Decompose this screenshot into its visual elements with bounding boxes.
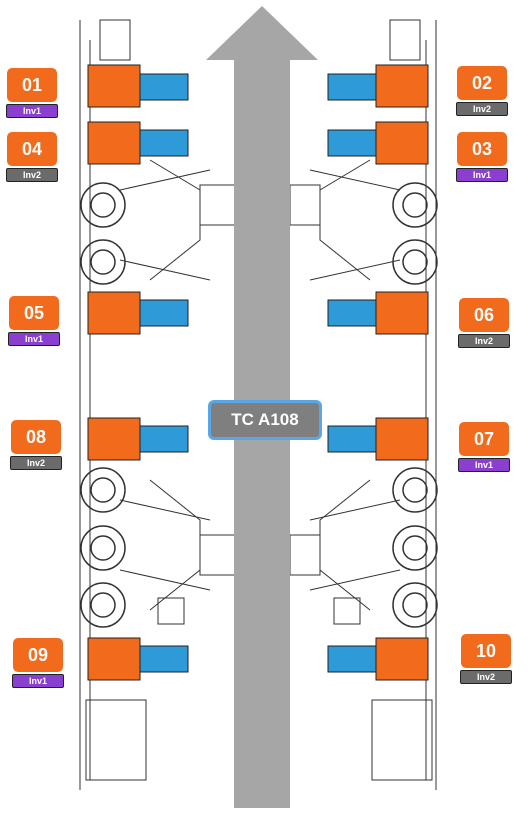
vehicle-id-label: TC A108 — [208, 400, 322, 440]
inverter-badge: Inv2 — [6, 168, 58, 182]
motor-marker-03[interactable]: 03 Inv1 — [454, 132, 510, 182]
marker-number: 06 — [459, 298, 509, 332]
marker-number: 02 — [457, 66, 507, 100]
inverter-badge: Inv1 — [8, 332, 60, 346]
inverter-badge: Inv1 — [456, 168, 508, 182]
inverter-badge: Inv2 — [10, 456, 62, 470]
inverter-badge: Inv1 — [458, 458, 510, 472]
motor-marker-08[interactable]: 08 Inv2 — [8, 420, 64, 470]
motor-marker-10[interactable]: 10 Inv2 — [458, 634, 514, 684]
marker-number: 10 — [461, 634, 511, 668]
motor-marker-02[interactable]: 02 Inv2 — [454, 66, 510, 116]
inverter-badge: Inv2 — [460, 670, 512, 684]
marker-number: 09 — [13, 638, 63, 672]
marker-number: 03 — [457, 132, 507, 166]
motor-marker-06[interactable]: 06 Inv2 — [456, 298, 512, 348]
motor-marker-05[interactable]: 05 Inv1 — [6, 296, 62, 346]
marker-number: 05 — [9, 296, 59, 330]
motor-marker-01[interactable]: 01 Inv1 — [4, 68, 60, 118]
wheel-rings — [80, 182, 438, 628]
motor-marker-07[interactable]: 07 Inv1 — [456, 422, 512, 472]
motor-units — [87, 64, 429, 681]
motor-marker-09[interactable]: 09 Inv1 — [10, 638, 66, 688]
inverter-badge: Inv2 — [456, 102, 508, 116]
inverter-badge: Inv1 — [12, 674, 64, 688]
motor-marker-04[interactable]: 04 Inv2 — [4, 132, 60, 182]
marker-number: 08 — [11, 420, 61, 454]
marker-number: 07 — [459, 422, 509, 456]
marker-number: 04 — [7, 132, 57, 166]
inverter-badge: Inv2 — [458, 334, 510, 348]
inverter-badge: Inv1 — [6, 104, 58, 118]
marker-number: 01 — [7, 68, 57, 102]
